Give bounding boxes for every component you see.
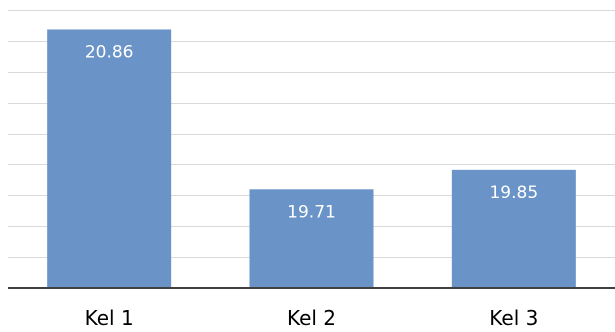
category-label: Kel 3 xyxy=(489,306,538,330)
data-label: 20.86 xyxy=(85,42,134,62)
data-label: 19.71 xyxy=(287,202,336,222)
category-label: Kel 1 xyxy=(85,306,134,330)
category-label: Kel 2 xyxy=(287,306,336,330)
bar-kel-3 xyxy=(451,169,576,288)
data-label: 19.85 xyxy=(489,183,538,203)
bar-kel-2 xyxy=(249,189,374,288)
bar-kel-1 xyxy=(47,29,172,289)
bar-layer xyxy=(47,29,576,289)
label-layer: 20.86 Kel 1 19.71 Kel 2 19.85 Kel 3 xyxy=(85,42,539,330)
